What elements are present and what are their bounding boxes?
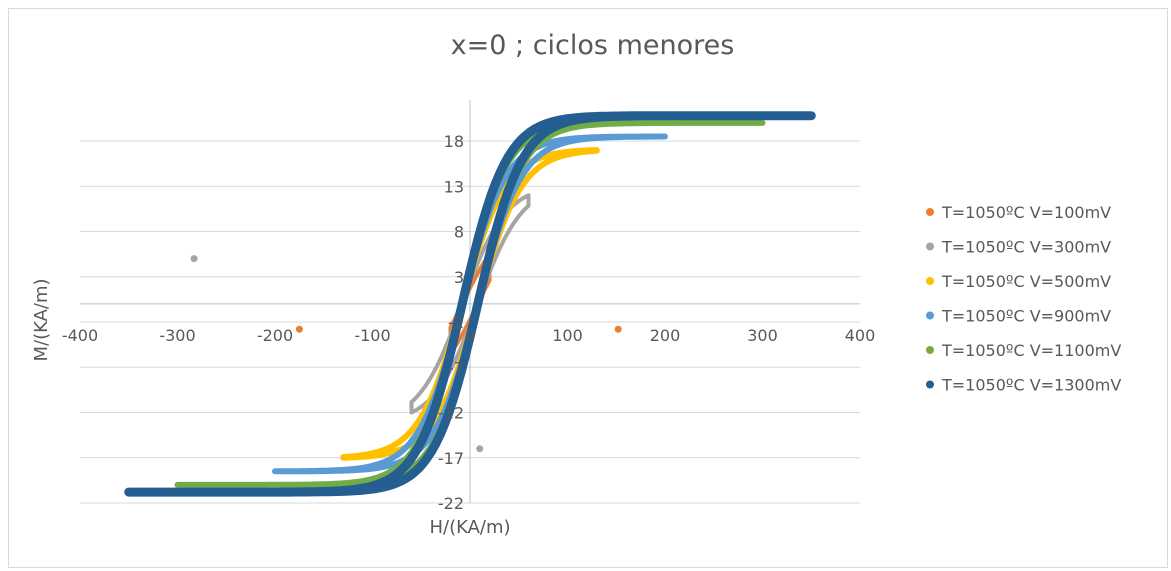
- series-layer: [124, 111, 816, 497]
- x-axis-title: H/(KA/m): [429, 517, 510, 538]
- y-tick-label: -17: [438, 449, 464, 468]
- x-tick-label: -200: [257, 326, 293, 345]
- legend-marker: [926, 242, 934, 251]
- y-tick-label: -22: [438, 494, 464, 513]
- x-tick-label: 200: [650, 326, 681, 345]
- tick-labels: -22 -17 -12 -7 -2 3 8 13 18 -400 -300 -200 -100 0 100 2…: [62, 132, 875, 513]
- legend-label: T=1050ºC V=900mV: [941, 307, 1111, 326]
- chart-frame: [8, 8, 1168, 568]
- data-point: [190, 255, 198, 263]
- legend-marker: [926, 208, 934, 216]
- y-tick-label: -2: [448, 313, 464, 332]
- axes: [80, 100, 860, 503]
- y-tick-label: 13: [444, 177, 464, 196]
- y-tick-label: -12: [438, 404, 464, 423]
- x-tick-label: 0: [465, 326, 475, 345]
- x-tick-label: 400: [845, 326, 876, 345]
- legend-label: T=1050ºC V=300mV: [941, 238, 1111, 257]
- chart-title: x=0 ; ciclos menores: [450, 30, 735, 61]
- data-point: [614, 325, 622, 333]
- data-point: [476, 445, 484, 453]
- series-5: [124, 111, 816, 497]
- y-axis-title: M/(KA/m): [31, 278, 52, 361]
- y-tick-label: 18: [444, 132, 464, 151]
- x-tick-label: -400: [62, 326, 98, 345]
- y-tick-label: 3: [454, 268, 464, 287]
- legend-label: T=1050ºC V=100mV: [941, 203, 1111, 222]
- x-tick-label: -300: [159, 326, 195, 345]
- data-point: [295, 325, 303, 333]
- legend-label: T=1050ºC V=500mV: [941, 272, 1111, 291]
- legend-label: T=1050ºC V=1300mV: [941, 376, 1121, 395]
- legend: T=1050ºC V=100mV T=1050ºC V=300mV T=1050ºC…: [926, 203, 1121, 395]
- legend-marker: [926, 277, 934, 285]
- legend-marker: [926, 311, 934, 320]
- legend-marker: [926, 380, 934, 389]
- series-loop: [124, 111, 816, 497]
- x-tick-label: 100: [552, 326, 583, 345]
- legend-marker: [926, 346, 934, 354]
- x-tick-label: -100: [354, 326, 390, 345]
- y-tick-label: 8: [454, 223, 464, 242]
- legend-label: T=1050ºC V=1100mV: [941, 341, 1121, 360]
- y-tick-label: -7: [448, 358, 464, 377]
- x-tick-label: 300: [747, 326, 778, 345]
